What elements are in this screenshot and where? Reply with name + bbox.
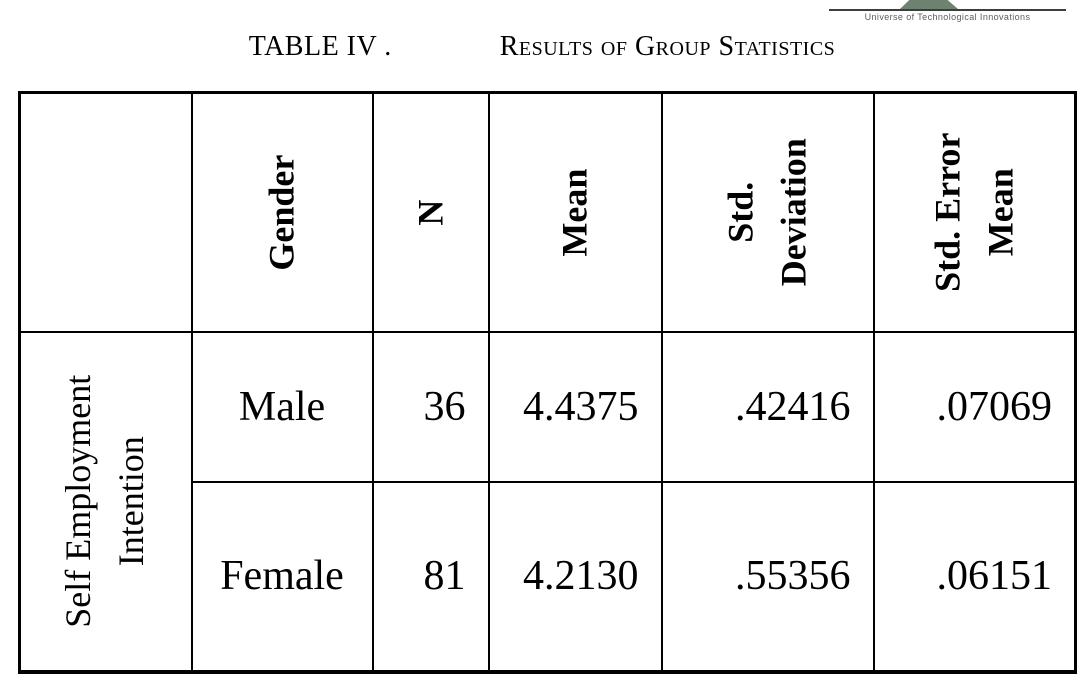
column-header-mean: Mean [487,91,663,333]
table-caption: TABLE IV . Results of Group Statistics [0,31,1084,63]
column-header-gender: Gender [190,91,374,333]
column-header-n: N [371,91,490,333]
table-number-label: TABLE IV . [248,31,392,62]
row-group-label-line2: Intention [111,436,152,566]
row-group-label-line1: Self Employment [58,374,99,628]
column-header-label: N [409,199,450,226]
cell-std-error-mean: .06151 [872,480,1077,673]
column-header-label: Mean [554,168,595,257]
journal-logo: Universe of Technological Innovations [824,0,1084,28]
cell-n: 36 [371,330,490,483]
cell-mean: 4.4375 [487,330,663,483]
column-header-std-error-mean: Std. Error Mean [872,91,1077,333]
column-header-label-line1: Std. [720,181,761,243]
column-header-label: Gender [261,154,302,271]
column-header-label-line2: Deviation [773,138,814,287]
cell-gender: Female [190,480,374,673]
logo-caption: Universe of Technological Innovations [864,12,1031,22]
column-header-label-line1: Std. Error [926,132,967,292]
logo-mark-icon [900,0,958,9]
group-statistics-table: Gender N Mean Std. Deviation [18,91,1077,674]
table-row-male: Self Employment Intention Male 36 4.4375… [18,330,1077,673]
table-row-female: Female 81 4.2130 .55356 .06151 [20,480,1077,673]
cell-std-deviation: .42416 [660,330,875,483]
cell-mean: 4.2130 [487,480,663,673]
row-group-label-cell: Self Employment Intention [18,330,193,673]
table-title-text: Results of Group Statistics [499,31,836,62]
logo-divider [829,9,1066,11]
cell-std-error-mean: .07069 [872,330,1077,483]
cell-gender: Male [190,330,374,483]
cell-std-deviation: .55356 [660,480,875,673]
cell-n: 81 [371,480,490,673]
corner-cell [18,91,193,333]
column-header-std-deviation: Std. Deviation [660,91,875,333]
column-header-label-line2: Mean [980,168,1021,257]
header-row: Gender N Mean Std. Deviation [18,91,1077,333]
